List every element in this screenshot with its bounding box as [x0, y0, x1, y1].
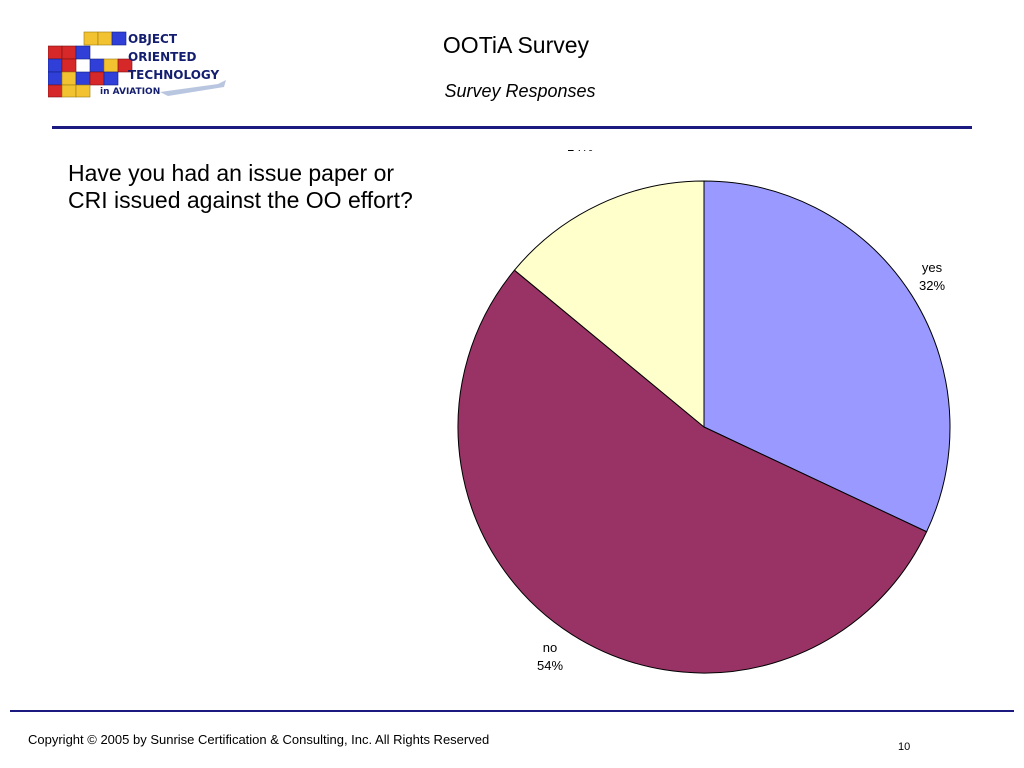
footer-divider [10, 710, 1014, 712]
slice-value-na: 14% [567, 150, 593, 154]
slide-subtitle: Survey Responses [444, 81, 596, 101]
logo-line-4: in AVIATION [100, 87, 160, 97]
airplane-icon [160, 80, 226, 96]
slide-title: OOTiA Survey [442, 32, 590, 58]
pie-slice-no [457, 269, 928, 674]
slice-value-no: 54% [537, 658, 563, 673]
pie-slice-na [513, 180, 705, 429]
logo-line-2: ORIENTED [128, 50, 197, 64]
pie-slices [457, 180, 951, 674]
logo-line-1: OBJECT [128, 32, 178, 46]
survey-question: Have you had an issue paper or CRI issue… [68, 160, 413, 213]
copyright-text: Copyright © 2005 by Sunrise Certificatio… [28, 732, 490, 747]
ootia-logo: OBJECT ORIENTED TECHNOLOGY in AVIATION [48, 31, 226, 98]
logo-blocks [48, 31, 133, 98]
pie-slice-yes [703, 180, 951, 533]
logo-line-3: TECHNOLOGY [128, 68, 219, 82]
slice-label-yes: yes [922, 260, 943, 275]
header-divider [52, 126, 972, 129]
slice-label-no: no [543, 640, 557, 655]
page-number: 10 [898, 741, 911, 753]
slice-value-yes: 32% [919, 278, 945, 293]
